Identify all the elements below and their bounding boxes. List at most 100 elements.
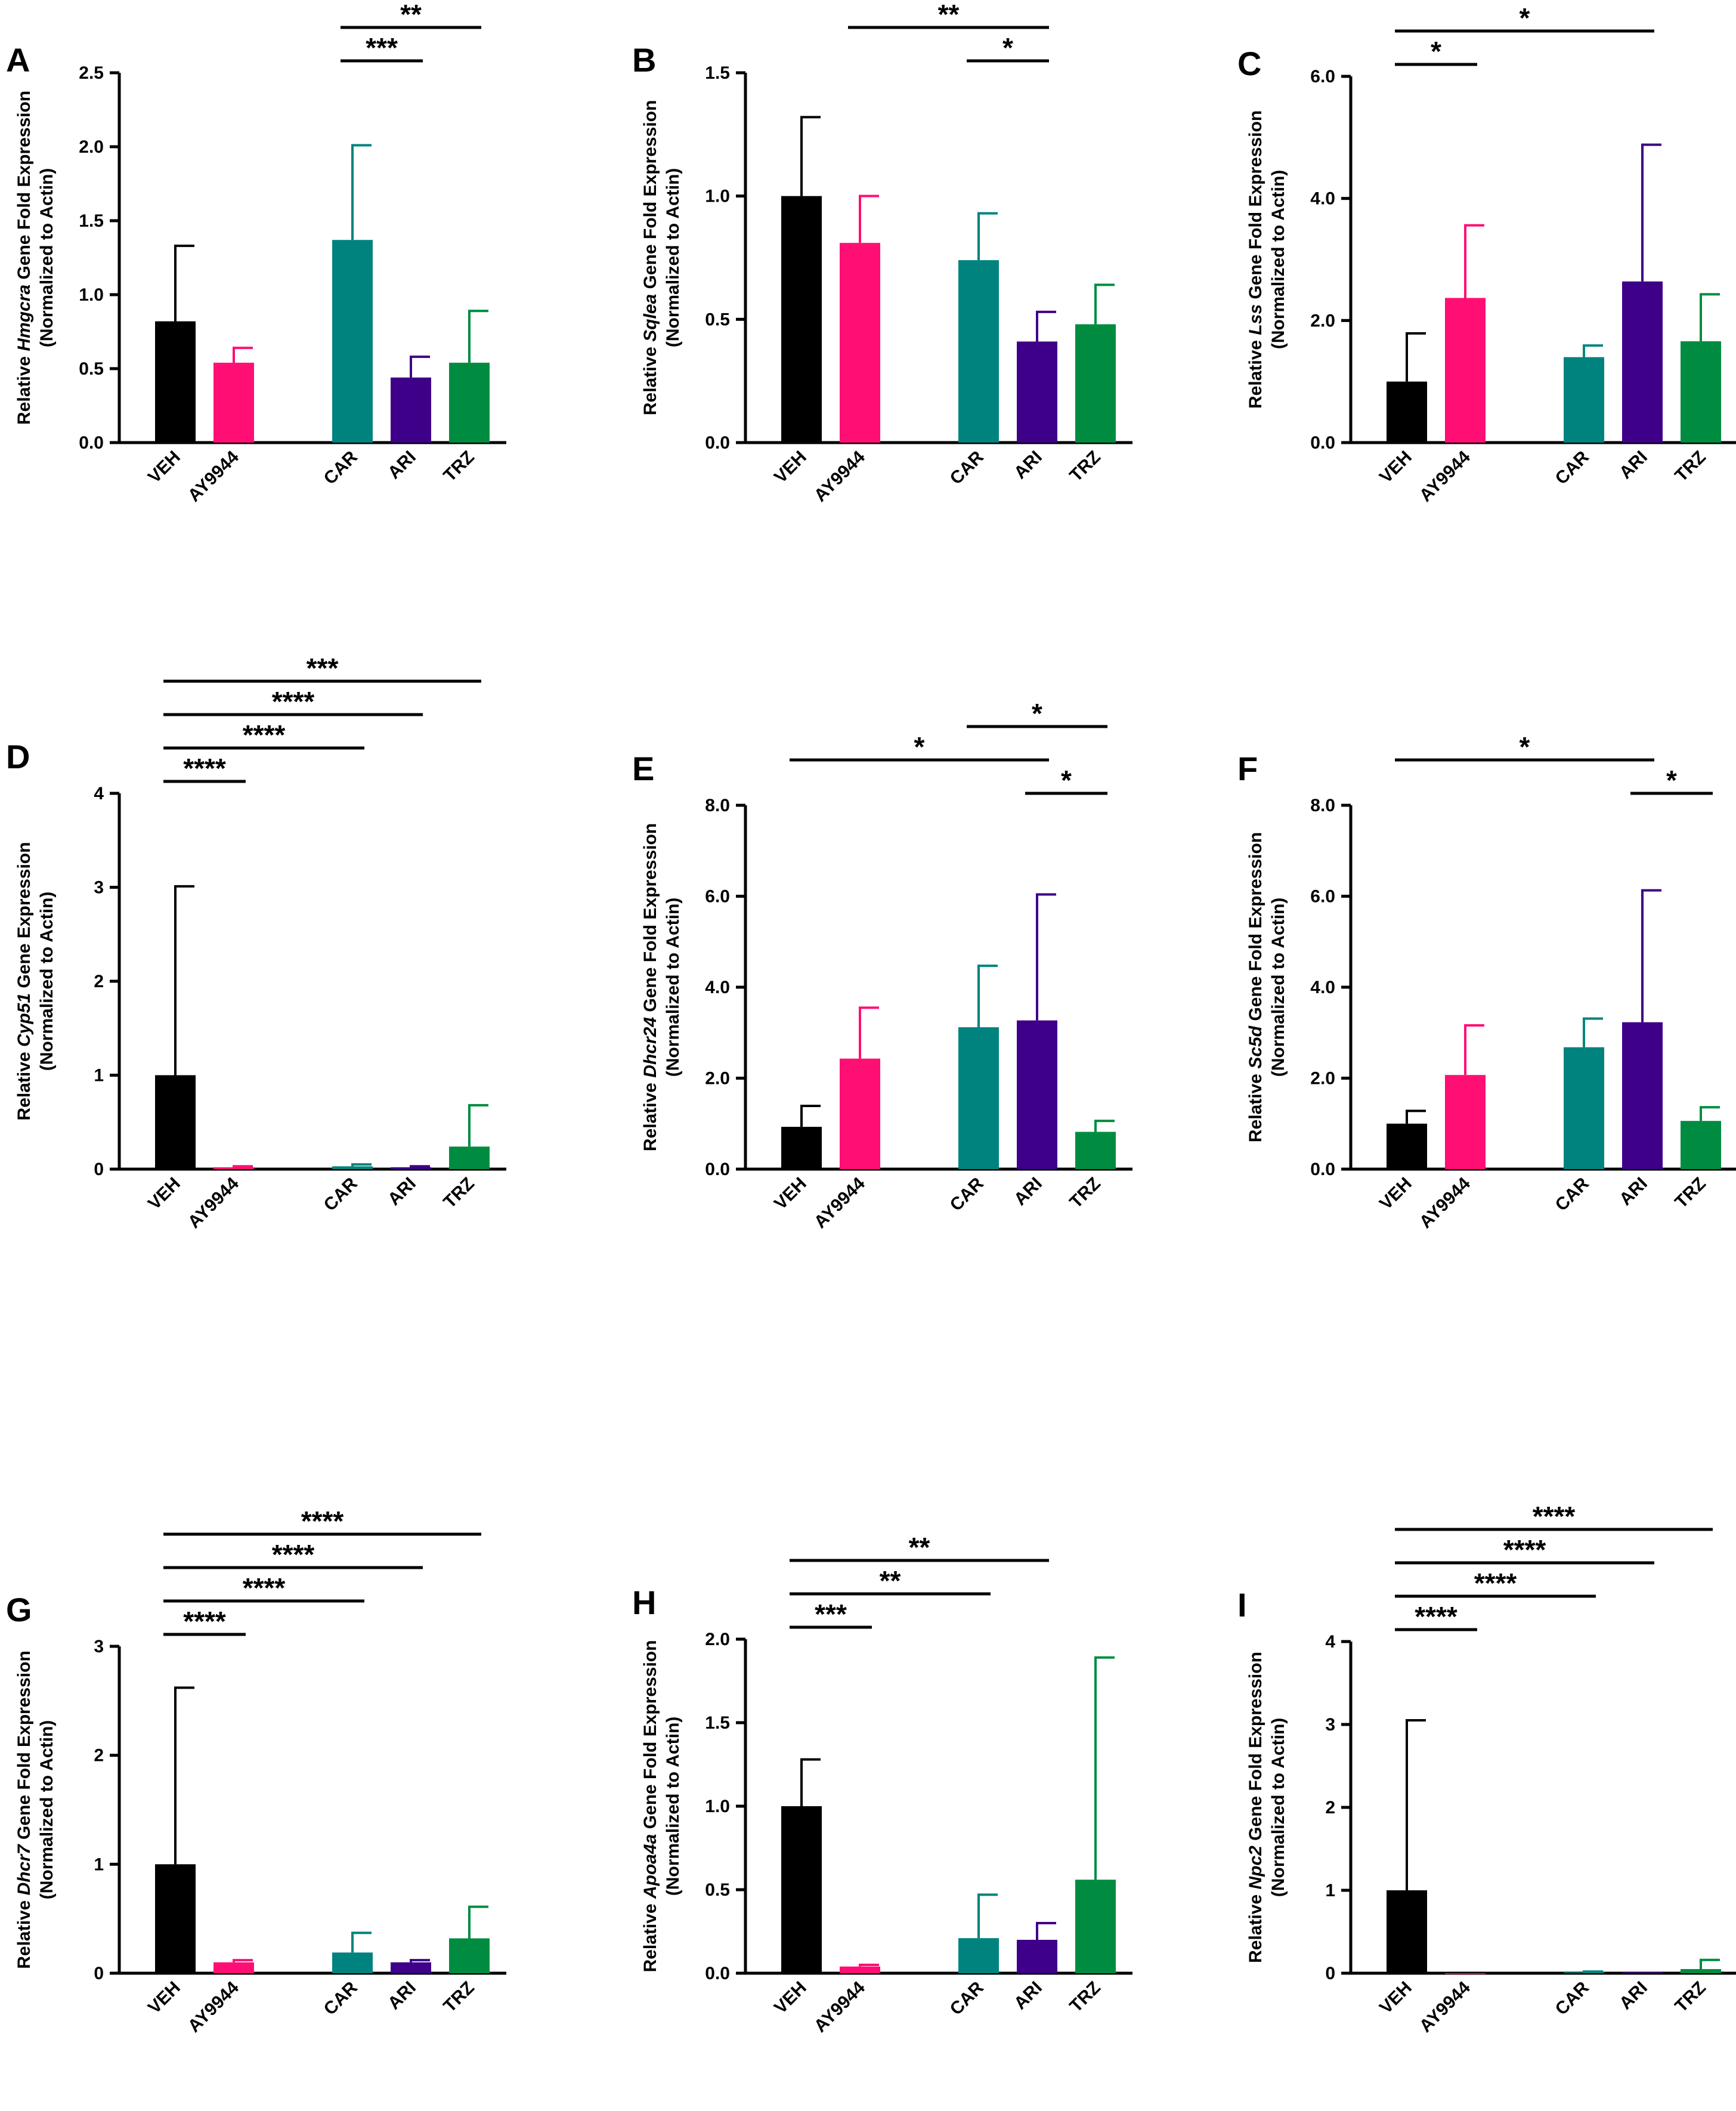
bar-h-car <box>958 1938 999 1973</box>
x-tick-label-a-veh: VEH <box>144 447 184 487</box>
x-tick-label-e-car: CAR <box>946 1173 988 1215</box>
sig-label-i: **** <box>1415 1601 1458 1632</box>
y-tick-label-a: 2.0 <box>79 137 104 157</box>
y-axis-label-d: Relative Cyp51 Gene Expression <box>14 842 34 1121</box>
y-tick-label-a: 1.0 <box>79 285 104 305</box>
panel-e: E 0.0 2.0 4.0 6.0 8.0 Relative Dhcr24 Gene Fol… <box>632 698 1132 1232</box>
bar-i-trz <box>1681 1969 1721 1973</box>
x-tick-label-d-ay9944: AY9944 <box>184 1173 243 1232</box>
x-tick-label-e-veh: VEH <box>770 1174 810 1214</box>
x-tick-label-b-ari: ARI <box>1010 447 1046 483</box>
y-tick-label-a: 0.5 <box>79 359 104 379</box>
sig-label-h: ** <box>909 1532 930 1563</box>
panel-b: B 0.0 0.5 1.0 1.5 Relative Sqlea Gene Fold Ex… <box>632 0 1132 506</box>
y-tick-label-i: 1 <box>1325 1881 1335 1900</box>
y-axis-label-line2-f: (Normalized to Actin) <box>1268 898 1288 1077</box>
x-tick-label-e-ari: ARI <box>1010 1174 1046 1210</box>
x-tick-label-a-car: CAR <box>320 447 362 489</box>
bar-i-ay9944 <box>1445 1973 1486 1974</box>
y-tick-label-i: 0 <box>1325 1964 1335 1983</box>
y-tick-label-d: 2 <box>94 972 104 991</box>
x-tick-label-g-veh: VEH <box>144 1978 184 2018</box>
x-tick-label-c-trz: TRZ <box>1671 447 1710 486</box>
x-tick-label-a-ay9944: AY9944 <box>184 447 243 505</box>
bar-e-car <box>958 1027 999 1169</box>
y-tick-label-b: 1.0 <box>705 187 730 206</box>
y-tick-label-h: 0.5 <box>705 1880 730 1900</box>
y-tick-label-b: 1.5 <box>705 63 730 83</box>
y-tick-label-a: 1.5 <box>79 211 104 231</box>
y-axis-label-line2-e: (Normalized to Actin) <box>663 898 683 1077</box>
panel-a: A 0.0 0.5 1.0 1.5 2.0 2.5 Relative Hmgcra Gene … <box>6 0 506 506</box>
x-tick-label-d-trz: TRZ <box>440 1174 478 1213</box>
y-tick-label-a: 0.0 <box>79 433 104 453</box>
x-tick-label-d-ari: ARI <box>384 1174 420 1210</box>
x-tick-label-i-trz: TRZ <box>1671 1978 1710 2017</box>
bar-d-ay9944 <box>213 1167 254 1169</box>
x-tick-label-g-car: CAR <box>320 1977 362 2019</box>
panel-letter-e: E <box>632 750 654 787</box>
bar-e-ari <box>1017 1020 1057 1169</box>
x-tick-label-f-veh: VEH <box>1376 1174 1416 1214</box>
sig-label-f: * <box>1520 731 1530 762</box>
y-axis-label-g: Relative Dhcr7 Gene Fold Expression <box>14 1651 34 1969</box>
y-tick-label-g: 3 <box>94 1637 104 1656</box>
y-tick-label-h: 1.0 <box>705 1797 730 1816</box>
y-axis-label-b: Relative Sqlea Gene Fold Expression <box>640 100 660 416</box>
sig-label-b: ** <box>938 0 960 30</box>
y-tick-label-c: 4.0 <box>1310 189 1335 209</box>
bar-g-car <box>332 1952 373 1973</box>
y-axis-label-line2-c: (Normalized to Actin) <box>1268 170 1288 350</box>
y-tick-label-b: 0.0 <box>705 433 730 453</box>
sig-label-b: * <box>1002 32 1013 63</box>
y-tick-label-i: 2 <box>1325 1798 1335 1818</box>
bar-b-ay9944 <box>840 243 880 443</box>
panel-h: H 0.0 0.5 1.0 1.5 2.0 Relative Apoa4a Gene Fol… <box>632 1532 1132 2036</box>
y-axis-label-line2-g: (Normalized to Actin) <box>37 1720 57 1900</box>
bar-c-ay9944 <box>1445 298 1486 443</box>
bar-d-trz <box>449 1146 490 1169</box>
x-tick-label-f-car: CAR <box>1552 1173 1593 1215</box>
y-tick-label-i: 3 <box>1325 1715 1335 1735</box>
bar-f-veh <box>1387 1123 1427 1169</box>
panel-c: C 0.0 2.0 4.0 6.0 Relative Lss Gene Fold Expr… <box>1237 2 1736 506</box>
bar-a-car <box>332 240 373 443</box>
y-tick-label-f: 2.0 <box>1310 1069 1335 1089</box>
x-tick-label-c-veh: VEH <box>1376 447 1416 487</box>
y-tick-label-e: 2.0 <box>705 1069 730 1089</box>
bar-i-ari <box>1622 1972 1663 1974</box>
x-tick-label-i-veh: VEH <box>1376 1978 1416 2018</box>
panel-letter-c: C <box>1237 45 1261 82</box>
bar-f-ay9944 <box>1445 1075 1486 1169</box>
bar-h-veh <box>781 1806 822 1973</box>
sig-label-d: **** <box>272 686 315 717</box>
y-tick-label-e: 0.0 <box>705 1160 730 1179</box>
bar-g-veh <box>155 1864 196 1973</box>
bar-d-veh <box>155 1075 196 1169</box>
x-tick-label-b-veh: VEH <box>770 447 810 487</box>
y-tick-label-f: 0.0 <box>1310 1160 1335 1179</box>
panel-letter-g: G <box>6 1591 32 1628</box>
bar-h-ay9944 <box>840 1966 880 1973</box>
panel-letter-a: A <box>6 41 30 79</box>
y-tick-label-d: 1 <box>94 1066 104 1086</box>
x-tick-label-g-ari: ARI <box>384 1978 420 2014</box>
sig-label-d: **** <box>183 753 226 784</box>
y-axis-label-e: Relative Dhcr24 Gene Fold Expression <box>640 823 660 1151</box>
x-tick-label-h-ari: ARI <box>1010 1978 1046 2014</box>
y-axis-label-h: Relative Apoa4a Gene Fold Expression <box>640 1640 660 1973</box>
x-tick-label-g-ay9944: AY9944 <box>184 1977 243 2036</box>
bar-c-car <box>1564 357 1604 443</box>
y-tick-label-g: 1 <box>94 1855 104 1874</box>
y-tick-label-f: 8.0 <box>1310 796 1335 815</box>
x-tick-label-c-car: CAR <box>1552 447 1593 489</box>
y-tick-label-d: 3 <box>94 878 104 898</box>
sig-label-d: *** <box>307 653 339 684</box>
y-tick-label-h: 2.0 <box>705 1630 730 1649</box>
bar-h-trz <box>1075 1880 1116 1973</box>
x-tick-label-a-trz: TRZ <box>440 447 478 486</box>
panel-letter-f: F <box>1237 750 1258 787</box>
sig-label-g: **** <box>301 1506 344 1537</box>
x-tick-label-b-ay9944: AY9944 <box>810 447 869 505</box>
y-tick-label-h: 0.0 <box>705 1964 730 1983</box>
